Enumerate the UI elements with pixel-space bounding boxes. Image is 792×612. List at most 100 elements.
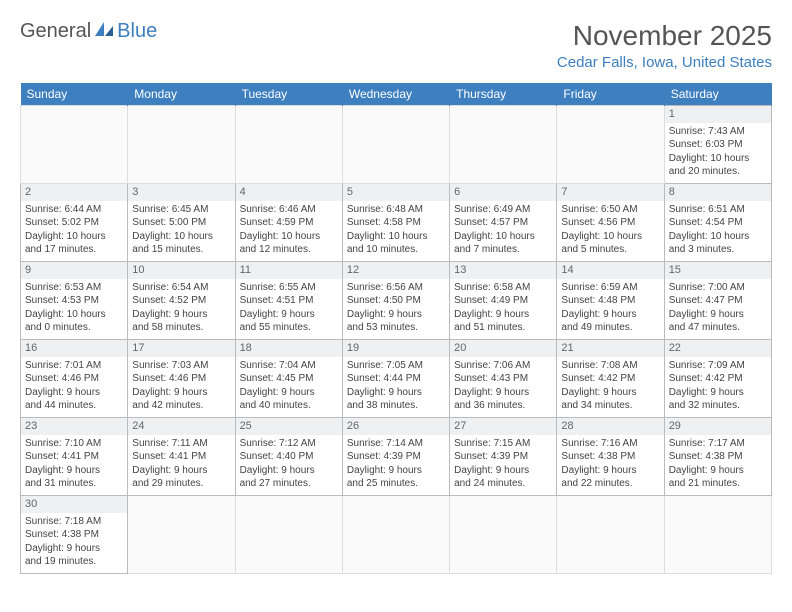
calendar-day-cell: 27Sunrise: 7:15 AMSunset: 4:39 PMDayligh… (450, 418, 557, 496)
day-daylight2: and 19 minutes. (25, 555, 123, 569)
day-sunrise: Sunrise: 7:43 AM (669, 125, 767, 139)
day-number: 8 (665, 184, 771, 201)
calendar-day-cell: 15Sunrise: 7:00 AMSunset: 4:47 PMDayligh… (664, 262, 771, 340)
day-sunrise: Sunrise: 6:49 AM (454, 203, 552, 217)
day-sunrise: Sunrise: 7:12 AM (240, 437, 338, 451)
day-daylight1: Daylight: 9 hours (454, 464, 552, 478)
day-sunset: Sunset: 4:46 PM (132, 372, 230, 386)
day-sunset: Sunset: 4:56 PM (561, 216, 659, 230)
calendar-day-cell: 1Sunrise: 7:43 AMSunset: 6:03 PMDaylight… (664, 106, 771, 184)
day-daylight1: Daylight: 9 hours (25, 464, 123, 478)
day-daylight2: and 40 minutes. (240, 399, 338, 413)
calendar-empty-cell (21, 106, 128, 184)
day-sunset: Sunset: 4:47 PM (669, 294, 767, 308)
day-sunset: Sunset: 4:49 PM (454, 294, 552, 308)
day-daylight1: Daylight: 10 hours (669, 152, 767, 166)
day-number: 3 (128, 184, 234, 201)
day-daylight2: and 3 minutes. (669, 243, 767, 257)
day-of-week-header: Wednesday (342, 83, 449, 106)
day-sunset: Sunset: 4:59 PM (240, 216, 338, 230)
calendar-week-row: 9Sunrise: 6:53 AMSunset: 4:53 PMDaylight… (21, 262, 772, 340)
day-number: 10 (128, 262, 234, 279)
day-sunrise: Sunrise: 6:44 AM (25, 203, 123, 217)
day-number: 13 (450, 262, 556, 279)
month-title: November 2025 (557, 20, 772, 52)
day-sunrise: Sunrise: 6:55 AM (240, 281, 338, 295)
day-sunset: Sunset: 4:38 PM (25, 528, 123, 542)
day-daylight2: and 42 minutes. (132, 399, 230, 413)
day-daylight1: Daylight: 9 hours (561, 386, 659, 400)
calendar-day-cell: 16 Sunrise: 7:01 AMSunset: 4:46 PMDayligh… (21, 340, 128, 418)
calendar-week-row: 2Sunrise: 6:44 AMSunset: 5:02 PMDaylight… (21, 184, 772, 262)
day-number: 16 (21, 340, 127, 357)
calendar-day-cell: 25Sunrise: 7:12 AMSunset: 4:40 PMDayligh… (235, 418, 342, 496)
calendar-empty-cell (342, 106, 449, 184)
day-sunset: Sunset: 4:46 PM (25, 372, 123, 386)
day-number: 26 (343, 418, 449, 435)
day-sunrise: Sunrise: 6:48 AM (347, 203, 445, 217)
day-sunrise: Sunrise: 6:53 AM (25, 281, 123, 295)
logo-text-1: General (20, 20, 91, 43)
calendar-empty-cell (235, 106, 342, 184)
day-sunset: Sunset: 4:39 PM (347, 450, 445, 464)
day-sunset: Sunset: 4:45 PM (240, 372, 338, 386)
calendar-day-cell: 6Sunrise: 6:49 AMSunset: 4:57 PMDaylight… (450, 184, 557, 262)
calendar-day-cell: 23Sunrise: 7:10 AMSunset: 4:41 PMDayligh… (21, 418, 128, 496)
day-number: 6 (450, 184, 556, 201)
day-number: 30 (21, 496, 127, 513)
day-number: 17 (128, 340, 234, 357)
day-daylight1: Daylight: 9 hours (454, 386, 552, 400)
day-daylight1: Daylight: 9 hours (669, 386, 767, 400)
day-daylight1: Daylight: 9 hours (25, 386, 123, 400)
day-sunrise: Sunrise: 6:56 AM (347, 281, 445, 295)
day-sunrise: Sunrise: 7:06 AM (454, 359, 552, 373)
day-number: 27 (450, 418, 556, 435)
day-number: 5 (343, 184, 449, 201)
calendar-day-cell: 2Sunrise: 6:44 AMSunset: 5:02 PMDaylight… (21, 184, 128, 262)
calendar-empty-cell (128, 496, 235, 574)
calendar-day-cell: 30Sunrise: 7:18 AMSunset: 4:38 PMDayligh… (21, 496, 128, 574)
title-block: November 2025 Cedar Falls, Iowa, United … (557, 20, 772, 71)
day-sunrise: Sunrise: 7:16 AM (561, 437, 659, 451)
calendar-day-cell: 4Sunrise: 6:46 AMSunset: 4:59 PMDaylight… (235, 184, 342, 262)
day-number: 29 (665, 418, 771, 435)
day-daylight2: and 29 minutes. (132, 477, 230, 491)
day-daylight2: and 32 minutes. (669, 399, 767, 413)
day-number: 28 (557, 418, 663, 435)
day-sunset: Sunset: 5:00 PM (132, 216, 230, 230)
day-daylight2: and 49 minutes. (561, 321, 659, 335)
calendar-day-cell: 8Sunrise: 6:51 AMSunset: 4:54 PMDaylight… (664, 184, 771, 262)
day-number: 24 (128, 418, 234, 435)
calendar-week-row: 16Sunrise: 7:01 AMSunset: 4:46 PMDayligh… (21, 340, 772, 418)
calendar-week-row: 23Sunrise: 7:10 AMSunset: 4:41 PMDayligh… (21, 418, 772, 496)
calendar-day-cell: 3Sunrise: 6:45 AMSunset: 5:00 PMDaylight… (128, 184, 235, 262)
day-daylight1: Daylight: 9 hours (669, 308, 767, 322)
day-sunrise: Sunrise: 6:54 AM (132, 281, 230, 295)
day-daylight2: and 21 minutes. (669, 477, 767, 491)
calendar-day-cell: 14Sunrise: 6:59 AMSunset: 4:48 PMDayligh… (557, 262, 664, 340)
calendar-day-cell: 11Sunrise: 6:55 AMSunset: 4:51 PMDayligh… (235, 262, 342, 340)
day-daylight1: Daylight: 9 hours (240, 464, 338, 478)
day-sunrise: Sunrise: 7:15 AM (454, 437, 552, 451)
day-daylight2: and 44 minutes. (25, 399, 123, 413)
day-daylight1: Daylight: 9 hours (25, 542, 123, 556)
day-sunrise: Sunrise: 7:01 AM (25, 359, 123, 373)
day-sunrise: Sunrise: 6:58 AM (454, 281, 552, 295)
day-sunrise: Sunrise: 6:51 AM (669, 203, 767, 217)
day-daylight1: Daylight: 10 hours (132, 230, 230, 244)
day-daylight1: Daylight: 9 hours (347, 386, 445, 400)
day-sunrise: Sunrise: 6:46 AM (240, 203, 338, 217)
day-sunset: Sunset: 4:40 PM (240, 450, 338, 464)
day-number: 7 (557, 184, 663, 201)
day-number: 15 (665, 262, 771, 279)
day-daylight2: and 47 minutes. (669, 321, 767, 335)
day-sunset: Sunset: 4:38 PM (561, 450, 659, 464)
day-daylight2: and 25 minutes. (347, 477, 445, 491)
day-sunrise: Sunrise: 7:03 AM (132, 359, 230, 373)
day-daylight1: Daylight: 10 hours (669, 230, 767, 244)
calendar-week-row: 1Sunrise: 7:43 AMSunset: 6:03 PMDaylight… (21, 106, 772, 184)
day-daylight1: Daylight: 10 hours (561, 230, 659, 244)
calendar-empty-cell (128, 106, 235, 184)
day-daylight1: Daylight: 9 hours (132, 308, 230, 322)
day-number: 19 (343, 340, 449, 357)
